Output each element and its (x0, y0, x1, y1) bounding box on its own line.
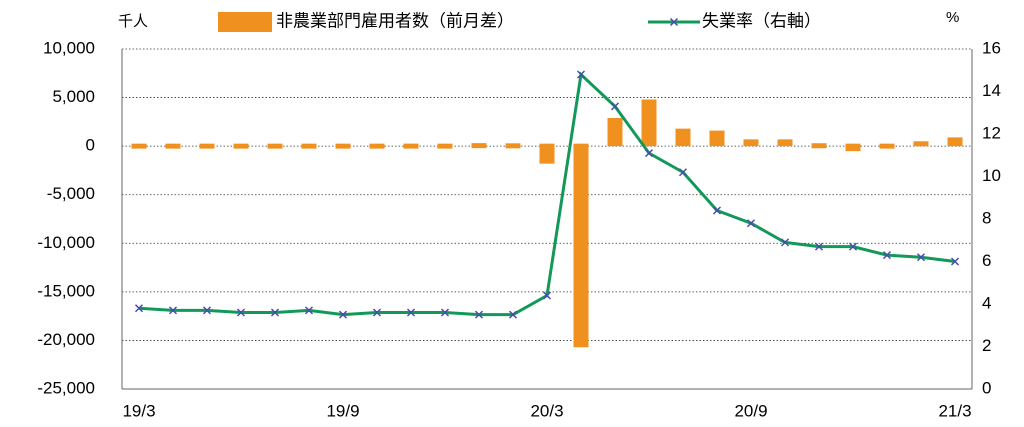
legend-swatch (218, 12, 272, 32)
bar (267, 143, 283, 149)
x-tick-label: 20/9 (734, 401, 767, 420)
marker (746, 219, 756, 228)
bar (403, 143, 419, 149)
marker (372, 308, 382, 317)
marker (814, 242, 824, 251)
y-tick-label: -10,000 (37, 233, 95, 252)
bar (811, 143, 827, 149)
marker (168, 306, 178, 315)
marker (304, 306, 314, 315)
marker (610, 102, 620, 111)
y-tick-label: 10,000 (43, 38, 95, 57)
y2-tick-label: 2 (982, 336, 991, 355)
bar (947, 137, 963, 147)
bar (369, 143, 385, 149)
bar (335, 143, 351, 149)
x-tick-label: 21/3 (938, 401, 971, 420)
bar (437, 143, 453, 149)
y2-tick-label: 6 (982, 251, 991, 270)
bar (641, 99, 657, 147)
y-tick-label: 0 (86, 136, 95, 155)
bar (471, 143, 487, 149)
marker (440, 308, 450, 317)
bar (709, 130, 725, 147)
y2-tick-label: 10 (982, 166, 1001, 185)
marker (270, 308, 280, 317)
marker (644, 149, 654, 158)
x-tick-label: 19/3 (122, 401, 155, 420)
marker (712, 206, 722, 215)
bar (777, 139, 793, 147)
bar (199, 143, 215, 149)
bar (743, 139, 759, 147)
y-tick-label: -15,000 (37, 281, 95, 300)
y2-tick-label: 8 (982, 208, 991, 227)
legend-label: 失業率（右軸） (702, 11, 821, 30)
bar (505, 143, 521, 149)
bar (539, 143, 555, 164)
marker (950, 257, 960, 266)
marker (202, 306, 212, 315)
marker (338, 310, 348, 319)
bar (301, 143, 317, 149)
y2-tick-label: 4 (982, 293, 991, 312)
bar (913, 141, 929, 147)
marker (134, 304, 144, 313)
bar (165, 143, 181, 149)
y2-tick-label: 0 (982, 378, 991, 397)
bar (845, 143, 861, 152)
legend-marker (669, 17, 679, 27)
x-tick-label: 19/9 (326, 401, 359, 420)
left-unit: 千人 (118, 13, 148, 30)
bar (675, 128, 691, 147)
y2-tick-label: 14 (982, 81, 1001, 100)
y-tick-label: -20,000 (37, 330, 95, 349)
marker (508, 310, 518, 319)
marker (916, 253, 926, 262)
marker (576, 70, 586, 79)
marker (882, 251, 892, 260)
bar (131, 143, 147, 149)
marker (780, 238, 790, 247)
y-tick-label: -5,000 (47, 184, 95, 203)
marker (236, 308, 246, 317)
x-tick-label: 20/3 (530, 401, 563, 420)
marker (406, 308, 416, 317)
marker (542, 291, 552, 300)
marker (678, 168, 688, 177)
bar (607, 117, 623, 147)
bar (233, 143, 249, 149)
y-tick-label: 5,000 (52, 87, 95, 106)
right-unit: % (946, 9, 959, 26)
legend-label: 非農業部門雇用者数（前月差） (276, 11, 514, 30)
y2-tick-label: 12 (982, 123, 1001, 142)
marker (474, 310, 484, 319)
y2-tick-label: 16 (982, 38, 1001, 57)
marker (848, 242, 858, 251)
y-tick-label: -25,000 (37, 378, 95, 397)
bar (573, 143, 589, 348)
bar (879, 143, 895, 149)
